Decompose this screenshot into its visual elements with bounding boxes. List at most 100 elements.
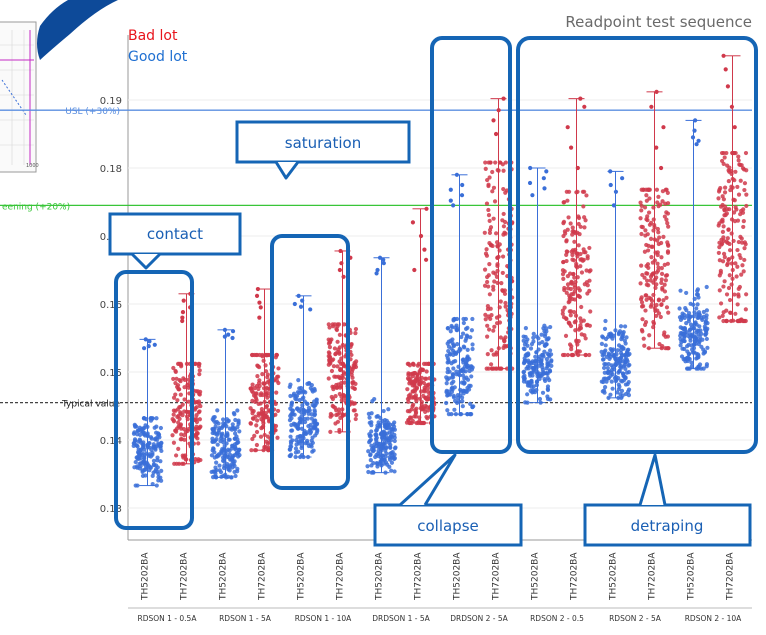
data-point: [424, 414, 429, 420]
data-point: [338, 385, 343, 390]
data-point: [724, 292, 730, 297]
data-point: [499, 281, 504, 286]
data-point: [545, 386, 550, 392]
data-point: [742, 181, 748, 186]
data-point: [547, 378, 552, 383]
data-point: [335, 364, 340, 369]
outlier-point: [654, 145, 659, 150]
data-point: [421, 367, 426, 373]
data-point: [150, 473, 155, 478]
data-point: [578, 257, 583, 262]
data-point: [154, 416, 159, 421]
data-point: [483, 166, 488, 171]
data-point: [337, 375, 342, 380]
x-tick-label: TH5202BA: [219, 552, 229, 601]
data-point: [327, 351, 332, 356]
data-point: [491, 328, 496, 333]
data-point: [694, 337, 699, 342]
data-point: [255, 374, 260, 379]
data-point: [603, 376, 608, 381]
data-point: [459, 334, 464, 340]
x-tick-label: TH7202BA: [414, 552, 424, 601]
data-point: [620, 334, 625, 339]
data-point: [734, 207, 739, 212]
data-point: [332, 322, 337, 327]
data-point: [659, 271, 665, 277]
data-point: [308, 386, 313, 391]
data-point: [460, 399, 465, 404]
data-point: [237, 447, 242, 452]
data-point: [485, 177, 490, 183]
data-point: [701, 309, 706, 315]
x-group-label: RDSON 1 - 5A: [219, 614, 272, 623]
outlier-point: [690, 135, 696, 140]
data-point: [141, 416, 147, 421]
outlier-point: [721, 53, 726, 58]
outlier-point: [649, 104, 654, 109]
data-point: [736, 286, 741, 291]
data-point: [178, 437, 183, 442]
data-point: [258, 434, 264, 439]
data-point: [445, 369, 450, 375]
data-point: [678, 317, 684, 323]
data-point: [563, 333, 569, 338]
data-point: [259, 426, 264, 431]
data-point: [410, 389, 415, 394]
data-point: [583, 336, 588, 341]
outlier-point: [582, 104, 587, 109]
data-point: [274, 352, 279, 358]
data-point: [502, 219, 508, 225]
data-point: [619, 352, 625, 358]
data-point: [549, 352, 554, 357]
data-point: [461, 380, 466, 385]
data-point: [196, 441, 201, 446]
data-point: [155, 465, 160, 470]
data-point: [264, 403, 270, 409]
data-point: [603, 318, 608, 324]
data-point: [159, 478, 164, 483]
data-point: [572, 310, 577, 315]
data-point: [500, 254, 506, 259]
data-point: [643, 308, 648, 313]
data-point: [487, 292, 492, 297]
data-point: [198, 389, 203, 394]
data-point: [655, 252, 660, 258]
data-point: [182, 437, 187, 442]
data-point: [314, 427, 320, 432]
data-point: [392, 456, 397, 461]
data-point: [661, 234, 666, 239]
data-point: [661, 298, 666, 303]
data-point: [276, 366, 281, 371]
callout-detraping: detraping: [583, 453, 752, 547]
data-point: [135, 444, 140, 449]
data-point: [180, 453, 185, 458]
data-point: [482, 283, 488, 288]
data-point: [411, 381, 416, 386]
data-point: [646, 210, 652, 215]
data-column: [638, 89, 671, 351]
data-point: [696, 312, 702, 317]
data-point: [685, 344, 690, 349]
outlier-point: [608, 182, 613, 188]
data-point: [214, 437, 219, 442]
data-point: [392, 469, 397, 474]
data-point: [660, 285, 665, 291]
data-point: [541, 354, 546, 359]
data-point: [725, 163, 730, 168]
data-point: [148, 418, 154, 423]
data-point: [455, 392, 460, 398]
data-point: [488, 242, 494, 247]
data-point: [704, 336, 709, 342]
data-point: [411, 370, 417, 376]
data-point: [470, 342, 475, 347]
data-point: [738, 162, 743, 167]
data-point: [196, 364, 202, 369]
data-point: [622, 324, 628, 329]
data-point: [579, 319, 584, 324]
data-point: [386, 407, 391, 412]
data-point: [653, 308, 658, 314]
data-point: [721, 161, 726, 167]
data-point: [449, 346, 454, 351]
x-group-label: DRDSON 1 - 5A: [372, 614, 430, 623]
data-point: [450, 372, 455, 377]
